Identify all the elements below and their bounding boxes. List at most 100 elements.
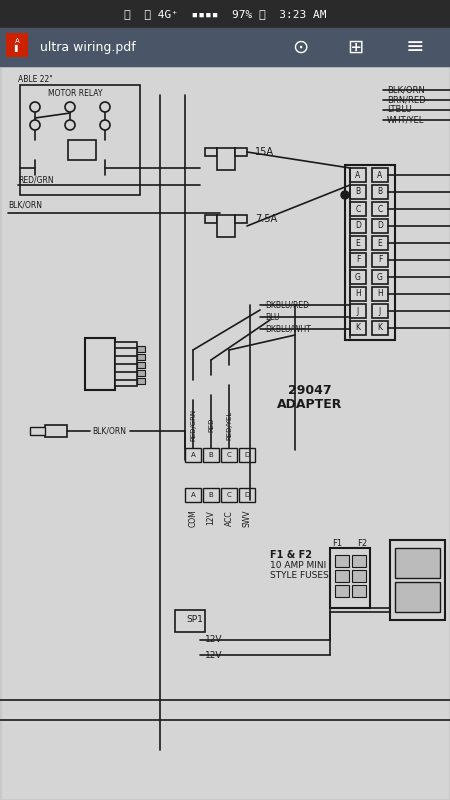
Bar <box>185 488 201 502</box>
Bar <box>335 585 349 597</box>
Bar <box>350 202 366 216</box>
Bar <box>350 168 366 182</box>
Text: LTBLU: LTBLU <box>387 106 412 114</box>
Text: F1 & F2: F1 & F2 <box>270 550 312 560</box>
Text: SWV: SWV <box>243 510 252 526</box>
Bar <box>221 488 237 502</box>
Text: K: K <box>356 323 360 333</box>
Text: BLU: BLU <box>265 313 279 322</box>
Text: SP1: SP1 <box>187 615 203 625</box>
Text: ADAPTER: ADAPTER <box>277 398 343 411</box>
Bar <box>137 378 145 384</box>
Bar <box>350 185 366 199</box>
Text: A: A <box>378 170 382 179</box>
Text: F2: F2 <box>357 539 367 549</box>
Text: ultra wiring.pdf: ultra wiring.pdf <box>40 41 136 54</box>
Text: B: B <box>209 452 213 458</box>
Bar <box>350 321 366 335</box>
Text: ⊙: ⊙ <box>292 38 308 57</box>
Text: BLK/ORN: BLK/ORN <box>8 201 42 210</box>
Text: C: C <box>227 492 231 498</box>
Text: H: H <box>355 290 361 298</box>
Text: K: K <box>378 323 382 333</box>
Bar <box>20 85 140 195</box>
Text: RED: RED <box>208 418 214 432</box>
Bar <box>330 548 370 608</box>
Text: DKBLU/RED: DKBLU/RED <box>265 301 309 310</box>
Bar <box>372 202 388 216</box>
Text: 29047: 29047 <box>288 383 332 397</box>
Bar <box>221 448 237 462</box>
Bar <box>6 33 28 57</box>
Text: D: D <box>355 222 361 230</box>
Bar <box>372 270 388 284</box>
Bar <box>372 321 388 335</box>
Bar <box>235 148 247 156</box>
Text: F: F <box>378 255 382 265</box>
Text: A: A <box>356 170 360 179</box>
Text: F: F <box>356 255 360 265</box>
Text: E: E <box>378 238 382 247</box>
Bar <box>0 0 450 28</box>
Bar <box>217 148 235 170</box>
Text: 12V: 12V <box>205 635 222 645</box>
Circle shape <box>65 120 75 130</box>
Text: C: C <box>378 205 382 214</box>
Bar <box>372 253 388 267</box>
Text: F1: F1 <box>332 539 342 549</box>
Bar <box>395 548 440 578</box>
Text: H: H <box>377 290 383 298</box>
Text: 10 AMP MINI: 10 AMP MINI <box>270 562 326 570</box>
Bar <box>372 287 388 301</box>
Bar <box>372 304 388 318</box>
Bar <box>372 185 388 199</box>
Text: BLK/ORN: BLK/ORN <box>92 426 126 435</box>
Text: E: E <box>356 238 360 247</box>
Text: D: D <box>244 492 250 498</box>
Bar <box>350 219 366 233</box>
Text: MOTOR RELAY: MOTOR RELAY <box>48 89 102 98</box>
Text: 🔔  📶 4G⁺  ▪▪▪▪  97% 🔋  3:23 AM: 🔔 📶 4G⁺ ▪▪▪▪ 97% 🔋 3:23 AM <box>124 9 326 19</box>
Bar <box>372 219 388 233</box>
Bar <box>239 488 255 502</box>
Text: RED/YEL: RED/YEL <box>226 410 232 440</box>
Bar <box>352 570 366 582</box>
Text: ≡: ≡ <box>406 37 424 57</box>
Text: B: B <box>378 187 382 197</box>
Bar <box>350 270 366 284</box>
Bar <box>85 338 115 390</box>
Bar <box>350 253 366 267</box>
Text: BRN/RED: BRN/RED <box>387 95 426 105</box>
Text: B: B <box>209 492 213 498</box>
Bar <box>137 346 145 352</box>
Bar <box>372 236 388 250</box>
Text: A
▌: A ▌ <box>14 38 20 52</box>
Circle shape <box>341 191 349 199</box>
Bar <box>203 448 219 462</box>
Text: D: D <box>244 452 250 458</box>
Text: J: J <box>379 306 381 315</box>
Bar <box>395 582 440 612</box>
Text: 7.5A: 7.5A <box>255 214 277 224</box>
Circle shape <box>30 102 40 112</box>
Bar <box>137 362 145 368</box>
Text: 12V: 12V <box>207 510 216 526</box>
Text: RED/GRN: RED/GRN <box>18 175 54 185</box>
Bar <box>137 370 145 376</box>
Bar <box>203 488 219 502</box>
Text: B: B <box>356 187 360 197</box>
Bar <box>45 425 67 437</box>
Bar <box>335 555 349 567</box>
Bar <box>239 448 255 462</box>
Bar <box>217 215 235 237</box>
Text: G: G <box>355 273 361 282</box>
Bar <box>350 287 366 301</box>
Text: DKBLU/WHT: DKBLU/WHT <box>265 325 311 334</box>
Bar <box>350 304 366 318</box>
Text: G: G <box>377 273 383 282</box>
Circle shape <box>30 120 40 130</box>
Bar <box>30 427 45 435</box>
Text: ACC: ACC <box>225 510 234 526</box>
Circle shape <box>100 120 110 130</box>
Circle shape <box>100 102 110 112</box>
